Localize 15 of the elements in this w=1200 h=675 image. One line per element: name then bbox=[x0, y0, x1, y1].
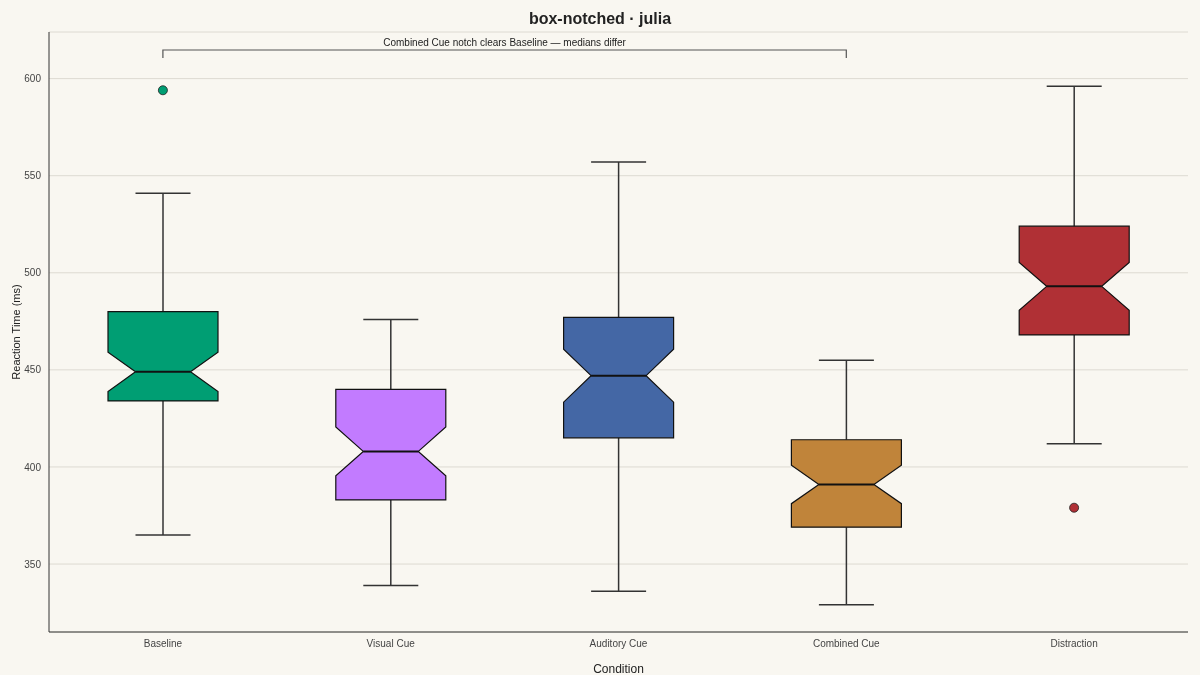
x-tick-label: Visual Cue bbox=[366, 638, 416, 650]
y-tick-label: 550 bbox=[24, 170, 42, 182]
x-tick-label: Auditory Cue bbox=[589, 638, 648, 650]
y-tick-label: 350 bbox=[24, 558, 42, 570]
x-tick-label: Distraction bbox=[1050, 638, 1098, 650]
annotation: Combined Cue notch clears Baseline — medians differ bbox=[383, 37, 627, 48]
y-tick-label: 500 bbox=[24, 267, 42, 279]
x-tick-label: Combined Cue bbox=[812, 638, 881, 650]
chart-title: box-notched · julia bbox=[527, 10, 673, 28]
y-tick-label: 400 bbox=[24, 461, 42, 473]
y-axis-title: Reaction Time (ms) bbox=[9, 284, 22, 380]
y-tick-label: 600 bbox=[24, 73, 42, 85]
x-axis-title: Condition bbox=[593, 662, 644, 675]
x-tick-label: Baseline bbox=[143, 638, 183, 650]
y-tick-label: 450 bbox=[24, 364, 42, 376]
